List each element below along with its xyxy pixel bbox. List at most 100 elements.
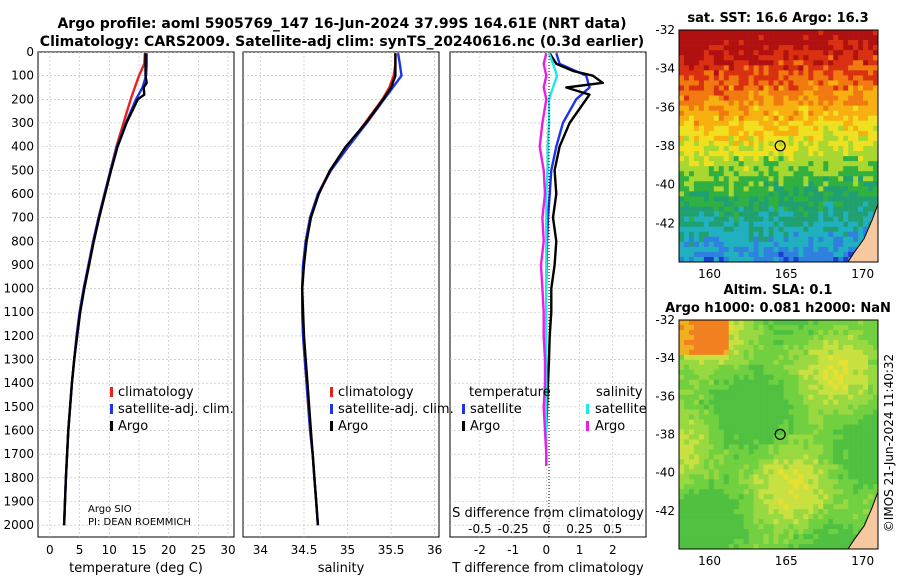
map-cell: [728, 130, 735, 137]
map-cell: [763, 514, 769, 520]
map-cell: [858, 110, 864, 117]
map-cell: [703, 384, 710, 390]
map-cell: [688, 464, 695, 470]
map-cell: [679, 236, 685, 243]
map-cell: [723, 429, 730, 435]
map-cell: [808, 65, 814, 71]
map-cell: [808, 349, 814, 356]
map-cell: [873, 65, 878, 71]
map-cell: [813, 439, 819, 445]
map-cell: [828, 80, 834, 86]
map-cell: [818, 140, 824, 147]
s-difference-x-axis: -0.5 -0.25 0 0.25 0.5: [468, 522, 622, 536]
map-cell: [838, 35, 844, 41]
map-cell: [718, 379, 725, 386]
map-cell: [683, 226, 690, 233]
map-cell: [808, 231, 814, 238]
map-cell: [833, 130, 839, 137]
map-cell: [868, 434, 874, 440]
map-cell: [813, 186, 819, 192]
map-cell: [818, 191, 824, 197]
map-cell: [793, 389, 799, 395]
map-cell: [863, 320, 869, 326]
map-cell: [768, 211, 774, 217]
map-cell: [698, 349, 705, 356]
map-cell: [693, 424, 700, 430]
map-cell: [838, 85, 844, 91]
map-cell: [818, 125, 824, 132]
map-cell: [683, 354, 690, 361]
map-cell: [848, 45, 854, 51]
map-cell: [858, 65, 864, 71]
depth-tick-label: 2000: [3, 518, 34, 532]
map-cell: [788, 181, 794, 187]
map-cell: [733, 221, 739, 227]
map-cell: [823, 246, 829, 253]
map-cell: [713, 146, 720, 152]
map-cell: [679, 509, 685, 515]
map-cell: [818, 524, 824, 530]
map-cell: [778, 434, 784, 440]
x-tick-label: 0: [46, 543, 54, 557]
map-cell: [868, 156, 874, 162]
map-cell: [753, 35, 759, 41]
map-cell: [858, 394, 864, 400]
map-cell: [808, 45, 814, 51]
map-cell: [733, 55, 739, 61]
map-cell: [823, 181, 829, 187]
map-cell: [683, 241, 690, 248]
map-cell: [788, 236, 794, 243]
map-cell: [848, 424, 854, 430]
map-cell: [758, 464, 764, 470]
map-cell: [848, 489, 854, 495]
map-cell: [863, 85, 869, 91]
map-cell: [723, 161, 730, 167]
map-cell: [688, 439, 695, 445]
map-cell: [683, 110, 690, 117]
map-cell: [728, 80, 735, 86]
map-cell: [713, 75, 720, 81]
map-cell: [803, 115, 809, 122]
x-tick-label: 2: [609, 543, 617, 557]
map-cell: [863, 499, 869, 505]
map-cell: [833, 251, 839, 258]
map-cell: [768, 161, 774, 167]
map-cell: [813, 166, 819, 172]
map-cell: [708, 65, 715, 71]
map-cell: [703, 201, 710, 207]
map-cell: [728, 429, 735, 435]
map-cell: [818, 181, 824, 187]
map-cell: [783, 514, 789, 520]
map-cell: [803, 449, 809, 455]
map-cell: [723, 140, 730, 147]
map-cell: [718, 414, 725, 420]
map-cell: [748, 454, 754, 460]
map-cell: [723, 459, 730, 465]
map-cell: [858, 151, 864, 157]
map-cell: [868, 120, 874, 127]
map-cell: [783, 256, 789, 262]
map-cell: [843, 105, 849, 111]
map-cell: [723, 374, 730, 381]
x-tick-label: 25: [191, 543, 206, 557]
map-cell: [853, 489, 859, 495]
map-cell: [693, 196, 700, 202]
map-cell: [853, 424, 859, 430]
map-cell: [858, 201, 864, 207]
map-cell: [733, 105, 739, 111]
map-cell: [688, 40, 695, 46]
map-cell: [853, 146, 859, 152]
map-cell: [783, 544, 789, 549]
map-cell: [788, 130, 794, 137]
map-cell: [833, 35, 839, 41]
map-cell: [758, 226, 764, 233]
map-cell: [728, 55, 735, 61]
map-cell: [798, 474, 804, 480]
map-cell: [758, 75, 764, 81]
map-cell: [828, 494, 834, 500]
map-cell: [813, 140, 819, 147]
map-cell: [738, 419, 744, 425]
map-cell: [868, 484, 874, 490]
map-cell: [758, 40, 764, 46]
map-cell: [698, 236, 705, 243]
